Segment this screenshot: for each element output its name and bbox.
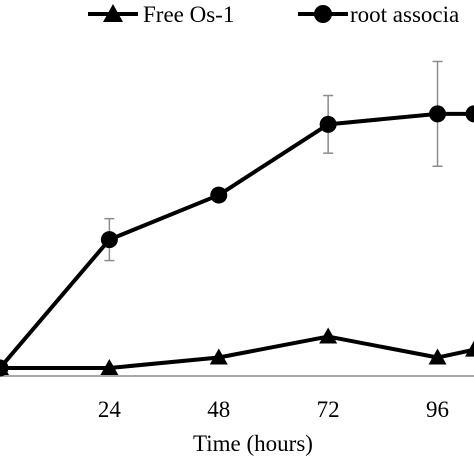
data-point-1-2 xyxy=(210,186,228,204)
legend-label-root-associa: root associa xyxy=(350,2,459,27)
x-axis-label: Time (hours) xyxy=(193,431,313,456)
x-tick-label-24: 24 xyxy=(98,397,122,422)
legend-marker-root-associa xyxy=(314,5,332,23)
x-tick-label-72: 72 xyxy=(317,397,340,422)
data-point-1-0 xyxy=(0,359,9,377)
data-point-1-1 xyxy=(100,231,118,249)
data-point-0-3 xyxy=(319,327,338,344)
data-point-0-4 xyxy=(428,348,447,365)
data-point-1-3 xyxy=(319,115,337,133)
legend: Free Os-1 root associa xyxy=(88,2,459,27)
x-tick-label-48: 48 xyxy=(207,397,230,422)
series-line-0 xyxy=(0,334,474,370)
data-point-0-1 xyxy=(100,359,119,375)
data-point-0-2 xyxy=(209,348,228,365)
series-line-1 xyxy=(0,111,474,370)
legend-marker-free-os-1 xyxy=(103,4,123,22)
series-lines xyxy=(0,111,474,370)
data-point-1-4 xyxy=(429,105,447,123)
data-point-1-5 xyxy=(465,105,474,123)
legend-label-free-os-1: Free Os-1 xyxy=(143,2,234,27)
x-tick-label-96: 96 xyxy=(426,397,449,422)
markers xyxy=(0,105,474,377)
x-tick-labels: 24 48 72 96 xyxy=(98,397,449,422)
data-point-0-5 xyxy=(465,340,474,357)
